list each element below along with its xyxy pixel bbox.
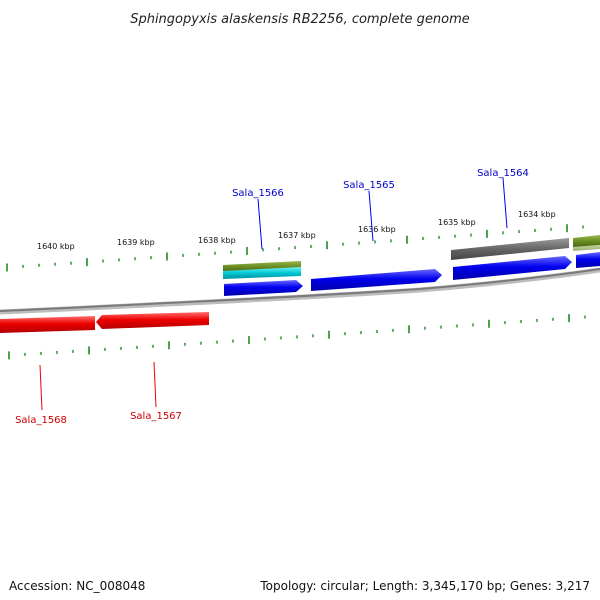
genome-backbone [0, 267, 600, 315]
gene-arrow-partial[interactable] [576, 252, 600, 268]
gene-label-sala-1567[interactable]: Sala_1567 [130, 411, 182, 422]
kbp-label: 1638 kbp [198, 236, 236, 245]
gene-label-sala-1565[interactable]: Sala_1565 [343, 180, 395, 191]
leader-line-sala-1566 [257, 198, 263, 250]
leader-line-sala-1568 [39, 364, 43, 411]
map-title: Sphingopyxis alaskensis RB2256, complete… [130, 12, 470, 27]
kbp-label: 1635 kbp [438, 218, 476, 227]
gene-arrow-sala-1565[interactable] [311, 269, 442, 291]
kbp-scale-labels: 1640 kbp 1639 kbp 1638 kbp 1637 kbp 1636… [37, 210, 556, 251]
kbp-label: 1636 kbp [358, 225, 396, 234]
genome-summary-text: Topology: circular; Length: 3,345,170 bp… [260, 579, 590, 593]
feature-olive [223, 261, 301, 272]
gene-label-sala-1566[interactable]: Sala_1566 [232, 188, 284, 199]
gene-label-sala-1568[interactable]: Sala_1568 [15, 415, 67, 426]
kbp-label: 1634 kbp [518, 210, 556, 219]
tick-row-bottom [8, 314, 586, 360]
gene-arrow-sala-1567[interactable] [96, 312, 209, 329]
gene-label-sala-1564[interactable]: Sala_1564 [477, 168, 529, 179]
leader-line-sala-1567 [153, 361, 157, 408]
tick-row-top [6, 224, 584, 272]
kbp-label: 1637 kbp [278, 231, 316, 240]
feature-gray [451, 238, 569, 260]
feature-olive-right [573, 235, 600, 247]
gene-arrow-sala-1568[interactable] [0, 316, 95, 333]
feature-cyan [223, 267, 301, 279]
leader-line-sala-1565 [368, 190, 374, 242]
gene-arrow-sala-1566[interactable] [224, 280, 303, 296]
accession-text: Accession: NC_008048 [9, 579, 146, 593]
gene-arrow-sala-1564[interactable] [453, 256, 572, 280]
leader-line-sala-1564 [502, 177, 508, 229]
kbp-label: 1640 kbp [37, 242, 75, 251]
kbp-label: 1639 kbp [117, 238, 155, 247]
